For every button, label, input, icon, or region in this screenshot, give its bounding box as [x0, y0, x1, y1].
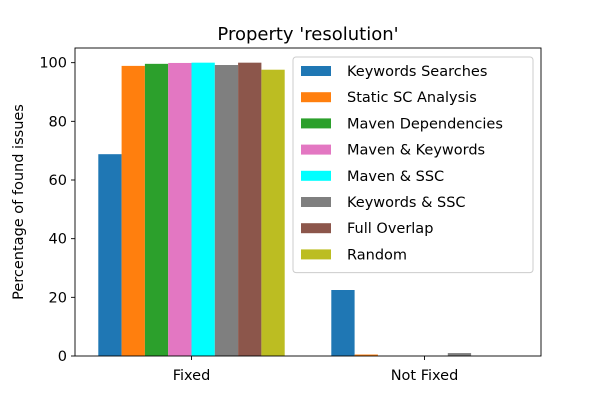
bar-fixed-7 [261, 69, 285, 357]
y-tick-label: 0 [58, 349, 67, 365]
legend-label: Keywords & SSC [347, 195, 466, 211]
legend-swatch [301, 170, 331, 181]
axes-group: 0 20 40 60 80 100 Fixed Not Fixed [39, 47, 542, 384]
chart-title: Property 'resolution' [217, 24, 398, 45]
bar-fixed-2 [144, 63, 169, 357]
legend-label: Full Overlap [347, 221, 433, 237]
legend-swatch [301, 144, 331, 155]
x-tick-label: Not Fixed [391, 368, 459, 384]
y-tick-label: 80 [49, 114, 67, 130]
legend-label: Static SC Analysis [347, 90, 477, 106]
bar-fixed-3 [168, 62, 192, 357]
legend-label: Maven & SSC [347, 169, 444, 185]
bar-fixed-6 [238, 62, 262, 357]
legend-label: Keywords Searches [347, 64, 487, 80]
bar-fixed-4 [191, 62, 215, 357]
bars-group [98, 62, 472, 357]
legend-swatch [301, 223, 331, 234]
bar-not-fixed-5 [447, 353, 472, 356]
legend-label: Maven & Keywords [347, 143, 485, 159]
y-tick-label: 40 [49, 232, 67, 248]
legend-label: Maven Dependencies [347, 116, 503, 132]
legend-swatch [301, 249, 331, 260]
bar-not-fixed-1 [354, 354, 378, 356]
legend-swatch [301, 92, 331, 103]
plot-frame [74, 47, 542, 357]
legend-swatch [301, 66, 331, 76]
y-tick-label: 100 [39, 56, 67, 72]
legend: Keywords Searches Static SC Analysis Maven… [292, 56, 534, 274]
legend-swatch [301, 118, 331, 129]
legend-swatch [301, 197, 331, 207]
legend-box [292, 56, 534, 274]
y-tick-label: 60 [49, 173, 67, 189]
bar-fixed-5 [214, 65, 239, 356]
bar-not-fixed-0 [331, 290, 355, 356]
bar-fixed-0 [98, 154, 122, 356]
y-axis-label: Percentage of found issues [11, 104, 27, 300]
y-tick-label: 20 [49, 290, 67, 306]
bar-fixed-1 [121, 65, 145, 356]
legend-label: Random [347, 247, 407, 263]
x-tick-label: Fixed [173, 368, 211, 384]
